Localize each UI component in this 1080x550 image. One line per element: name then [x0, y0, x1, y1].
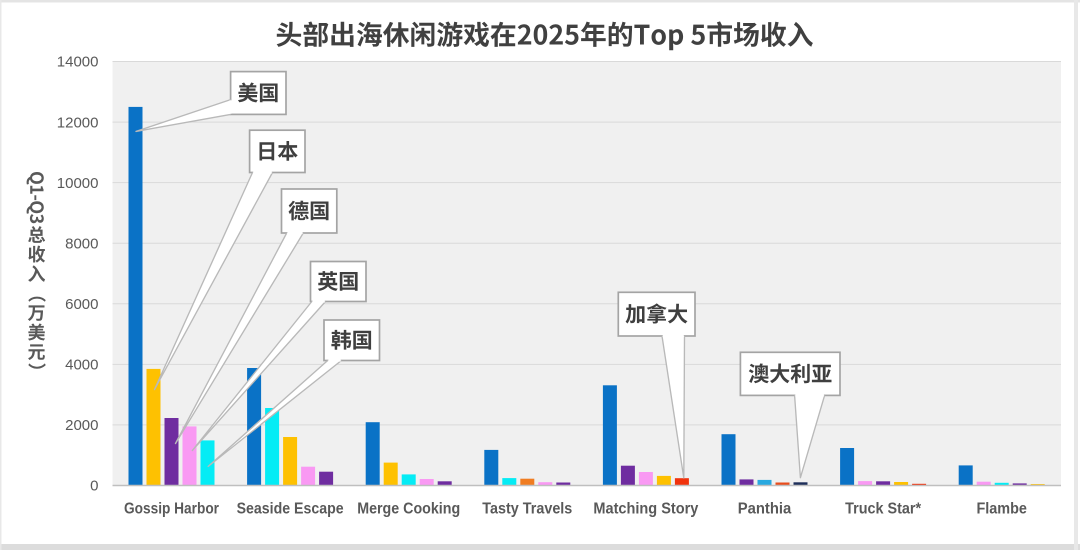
svg-text:Tasty Travels: Tasty Travels: [482, 501, 572, 518]
svg-text:12000: 12000: [57, 114, 99, 131]
svg-text:Panthia: Panthia: [738, 501, 792, 518]
svg-text:Flambe: Flambe: [976, 501, 1027, 518]
svg-text:8000: 8000: [65, 235, 98, 252]
svg-text:10000: 10000: [57, 175, 99, 192]
svg-text:Gossip Harbor: Gossip Harbor: [124, 501, 219, 518]
svg-text:Seaside Escape: Seaside Escape: [237, 501, 344, 518]
svg-text:4000: 4000: [65, 357, 98, 374]
svg-text:14000: 14000: [57, 54, 99, 71]
svg-text:Merge Cooking: Merge Cooking: [357, 501, 460, 518]
svg-text:0: 0: [90, 478, 98, 495]
svg-text:Truck Star*: Truck Star*: [845, 501, 922, 518]
svg-text:Matching Story: Matching Story: [593, 501, 698, 518]
svg-text:6000: 6000: [65, 296, 98, 313]
svg-text:2000: 2000: [65, 417, 98, 434]
